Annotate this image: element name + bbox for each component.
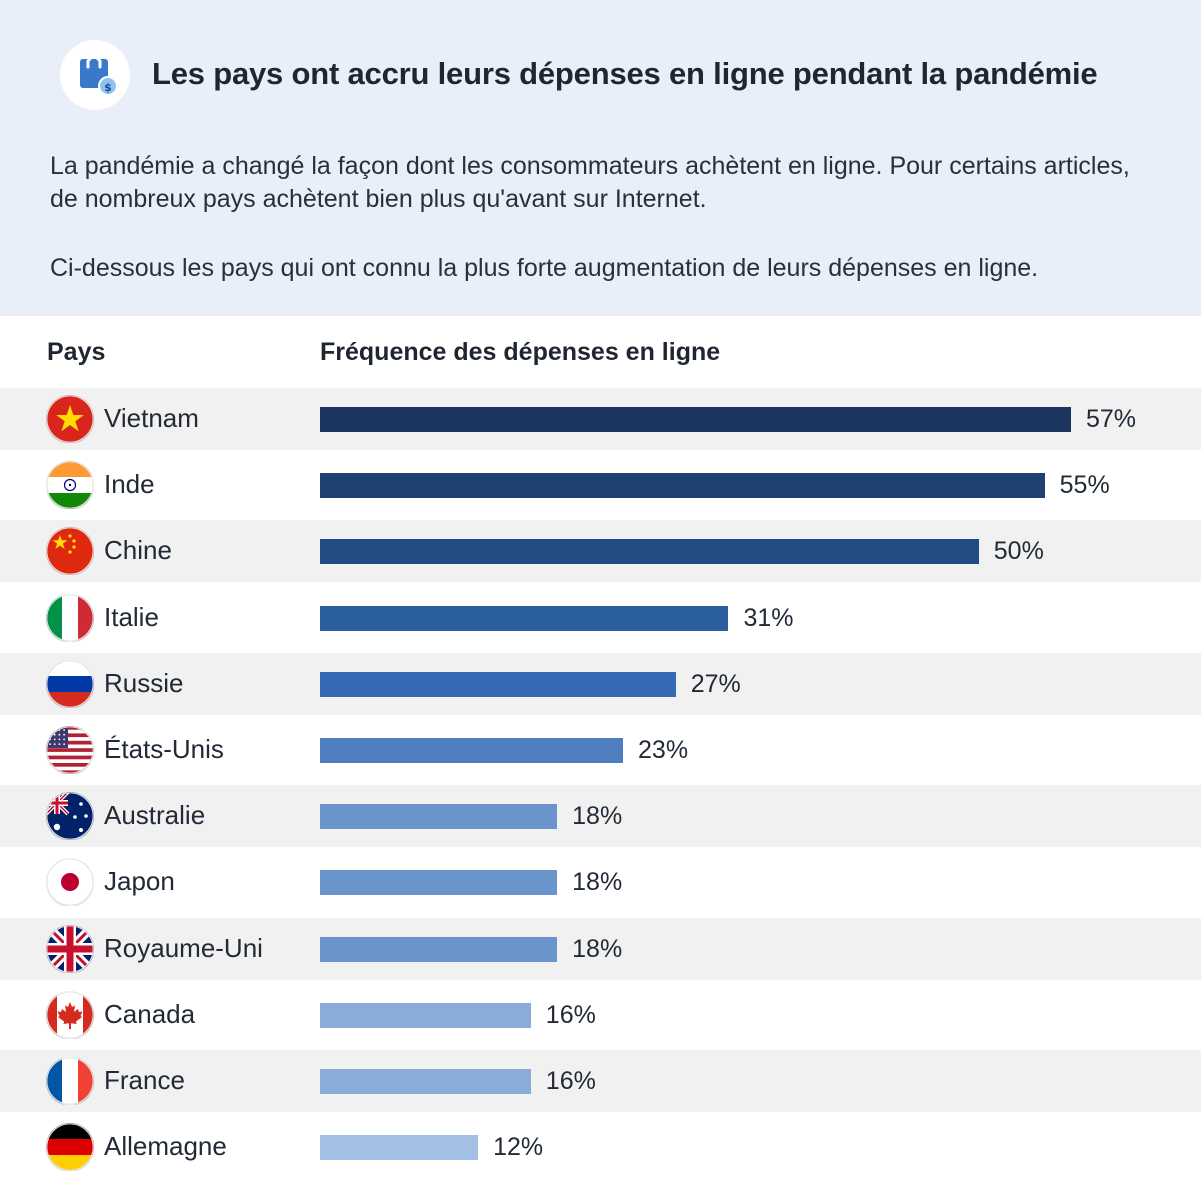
bar — [320, 473, 1045, 499]
country-label: Chine — [104, 535, 172, 566]
bar — [320, 870, 558, 896]
germany-flag-icon — [46, 1123, 94, 1173]
bar — [320, 1002, 531, 1028]
page-title: Les pays ont accru leurs dépenses en lig… — [152, 56, 1098, 91]
country-label: Allemagne — [104, 1131, 227, 1162]
data-label: 18% — [572, 934, 623, 963]
data-label: 55% — [1059, 471, 1110, 500]
france-flag-icon — [46, 1057, 94, 1106]
data-label: 12% — [493, 1133, 544, 1162]
table-row: Canada 16% — [0, 984, 1201, 1046]
data-label: 23% — [638, 736, 689, 764]
canada-flag-icon — [46, 990, 94, 1040]
data-label: 27% — [690, 669, 741, 698]
data-label: 18% — [572, 802, 623, 831]
country-label: Canada — [104, 998, 196, 1029]
intro-paragraph-2: Ci-dessous les pays qui ont connu la plu… — [50, 254, 1039, 282]
country-label: Vietnam — [104, 403, 199, 433]
table-row: Russie 27% — [0, 652, 1201, 715]
table-row: Italie 31% — [0, 587, 1201, 649]
data-label: 31% — [743, 603, 794, 632]
country-label: France — [104, 1065, 185, 1095]
bar — [320, 936, 558, 962]
country-label: États-Unis — [104, 734, 224, 764]
bar — [320, 605, 729, 631]
bar — [320, 738, 624, 763]
table-row: Australie 18% — [0, 785, 1201, 848]
bar — [320, 1069, 531, 1094]
vietnam-flag-icon — [46, 395, 94, 444]
header-panel: $ Les pays ont accru leurs dépenses en l… — [0, 0, 1201, 316]
data-label: 57% — [1086, 405, 1137, 433]
table-row: Chine 50% — [0, 520, 1201, 583]
data-label: 16% — [545, 1067, 596, 1095]
uk-flag-icon — [46, 924, 94, 974]
table-row: Allemagne 12% — [0, 1116, 1201, 1178]
country-label: Italie — [104, 601, 159, 632]
bar — [320, 539, 979, 565]
data-label: 50% — [993, 537, 1044, 566]
country-label: Russie — [104, 667, 184, 698]
svg-text:$: $ — [104, 81, 112, 94]
country-label: Royaume-Uni — [104, 932, 263, 963]
china-flag-icon — [46, 527, 94, 577]
table-row: Vietnam 57% — [0, 388, 1201, 450]
table-row: Royaume-Uni 18% — [0, 917, 1201, 980]
intro-paragraph: La pandémie a changé la façon dont les c… — [50, 152, 1130, 213]
russia-flag-icon — [46, 659, 94, 709]
usa-flag-icon — [46, 726, 94, 775]
table-row: Japon 18% — [0, 851, 1201, 913]
country-label: Australie — [104, 800, 206, 831]
value-column-header: Fréquence des dépenses en ligne — [320, 338, 721, 366]
table-row: Inde 55% — [0, 454, 1201, 516]
italy-flag-icon — [46, 593, 94, 643]
bar — [320, 1135, 479, 1161]
table-row: France 16% — [0, 1050, 1201, 1112]
table-row: États-Unis 23% — [0, 719, 1201, 781]
japan-flag-icon — [46, 858, 94, 908]
shopping-bag-dollar-icon: $ — [60, 40, 130, 110]
australia-flag-icon — [46, 792, 94, 842]
india-flag-icon — [46, 461, 94, 511]
country-label: Japon — [104, 866, 175, 897]
bar — [320, 407, 1071, 432]
data-label: 18% — [572, 868, 623, 897]
country-column-header: Pays — [47, 338, 106, 366]
country-label: Inde — [104, 469, 155, 500]
bar — [320, 804, 558, 830]
data-label: 16% — [545, 1000, 596, 1029]
bar — [320, 671, 676, 697]
